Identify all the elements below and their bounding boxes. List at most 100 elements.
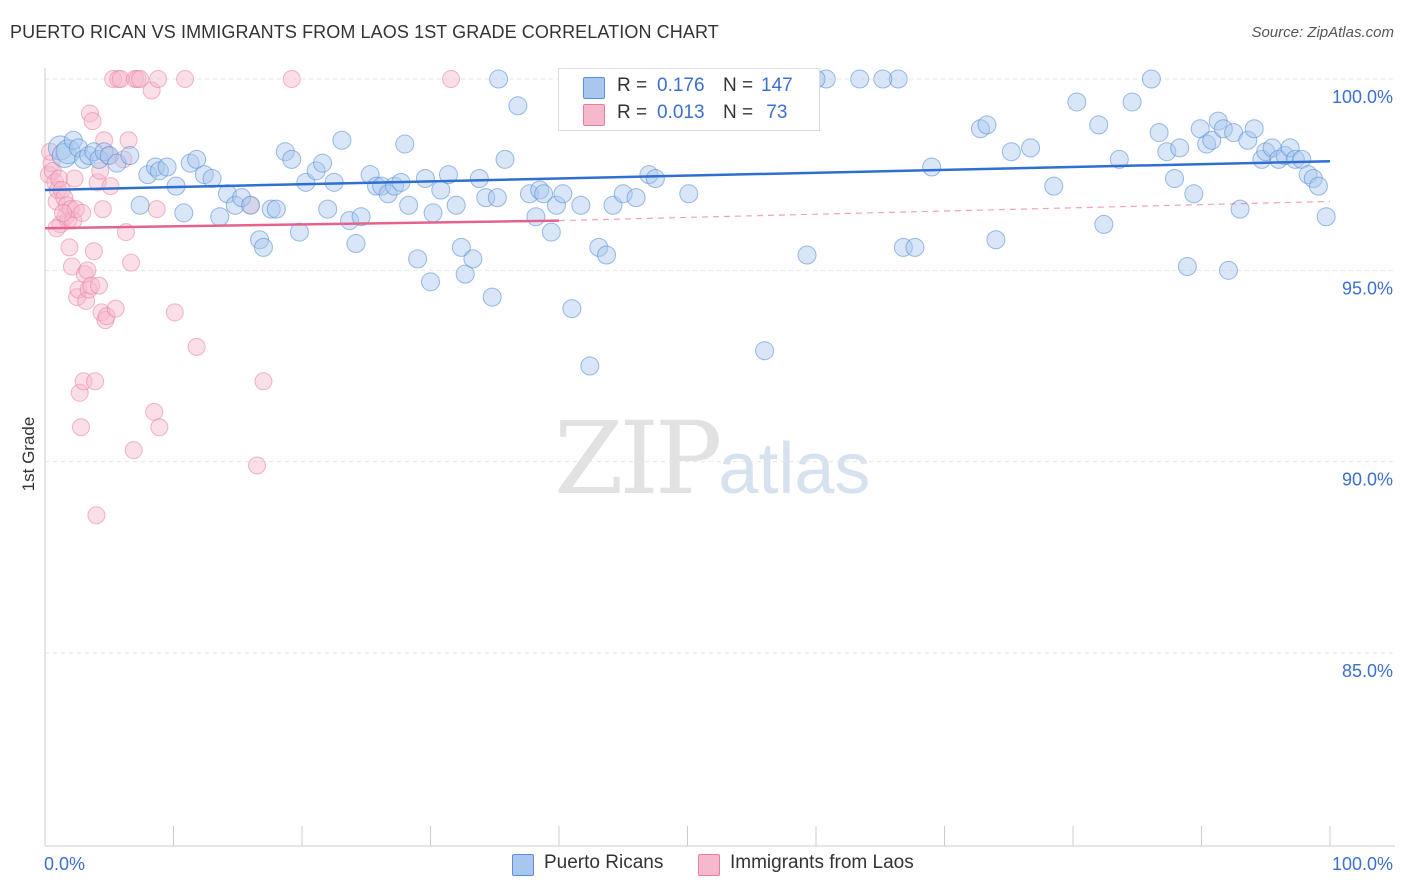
source-label[interactable]: Source: ZipAtlas.com (1251, 24, 1394, 41)
data-point (571, 195, 591, 215)
data-point (176, 70, 195, 88)
data-point (89, 276, 108, 295)
data-point (1165, 168, 1185, 188)
data-point (546, 195, 566, 215)
data-point (446, 195, 466, 215)
data-point (174, 203, 194, 223)
data-point (351, 207, 371, 227)
data-point (150, 418, 169, 437)
y-axis-label: 1st Grade (19, 417, 38, 492)
data-point (149, 70, 168, 88)
data-point (541, 222, 561, 242)
data-point (797, 245, 817, 265)
data-point (142, 81, 161, 100)
data-point (626, 188, 646, 208)
bottom-legend-puerto-ricans[interactable]: Puerto Ricans (512, 852, 682, 876)
data-point (261, 199, 281, 219)
correlation-legend: R = 0.176 N = 147 R = 0.013 N = 73 (558, 68, 820, 131)
data-point (306, 161, 326, 181)
data-point (679, 184, 699, 204)
data-point (187, 337, 206, 356)
trend-line-extension (558, 200, 1331, 222)
data-point (455, 264, 475, 284)
bottom-legend-label: Immigrants from Laos (730, 852, 914, 873)
data-point (1109, 149, 1129, 169)
data-point (378, 184, 398, 204)
data-point (122, 253, 141, 272)
x-tick-label: 0.0% (44, 854, 85, 874)
data-point (613, 184, 633, 204)
data-point (1197, 134, 1217, 154)
bottom-legend-swatch-pink (698, 854, 720, 876)
legend-swatch-pink (583, 104, 605, 126)
data-point (922, 157, 942, 177)
bottom-legend-label: Puerto Ricans (544, 852, 664, 873)
data-point (438, 165, 458, 185)
data-point (1089, 115, 1109, 135)
bottom-legend-immigrants-from-laos[interactable]: Immigrants from Laos (698, 852, 938, 876)
data-point (313, 153, 333, 173)
data-point (508, 96, 528, 116)
legend-r-value: 0.013 (657, 102, 705, 123)
data-point (580, 356, 600, 376)
data-point (395, 134, 415, 154)
data-point (589, 237, 609, 257)
data-point (202, 168, 222, 188)
data-point (893, 237, 913, 257)
data-point (99, 146, 119, 166)
data-point (131, 70, 150, 88)
data-point (68, 138, 88, 158)
data-point (94, 142, 114, 162)
data-point (87, 506, 106, 525)
data-point (41, 142, 60, 161)
tick-labels: 85.0% 90.0% 95.0% 100.0% 0.0% 100.0% (44, 87, 1393, 874)
data-point (124, 441, 143, 460)
data-point (318, 199, 338, 219)
x-tick-label: 100.0% (1332, 854, 1393, 874)
data-point (476, 188, 496, 208)
data-point (71, 418, 90, 437)
data-point (78, 261, 97, 280)
data-point (1218, 260, 1238, 280)
data-point (415, 168, 435, 188)
watermark-zip: ZIP (554, 400, 722, 517)
data-point (254, 372, 273, 391)
bottom-legend-swatch-blue (512, 854, 534, 876)
data-point (1122, 92, 1142, 112)
data-point (553, 184, 573, 204)
y-tick-label: 95.0% (1342, 278, 1393, 298)
data-point (79, 146, 99, 166)
data-point (1244, 119, 1264, 139)
data-point (104, 70, 123, 88)
data-point (275, 142, 295, 162)
legend-n-label: N = (723, 75, 759, 96)
zipatlas-watermark: ZIPatlas (554, 400, 870, 517)
data-point (83, 112, 102, 131)
data-point (106, 299, 125, 318)
data-point (1094, 214, 1114, 234)
data-point (850, 69, 870, 89)
chart-title: PUERTO RICAN VS IMMIGRANTS FROM LAOS 1ST… (10, 22, 719, 42)
data-point (482, 287, 502, 307)
data-point (442, 70, 461, 88)
data-point (1001, 142, 1021, 162)
data-point (519, 184, 539, 204)
trend-line-puerto-ricans (44, 160, 1331, 192)
legend-r-label: R = (617, 102, 653, 123)
data-point (130, 195, 150, 215)
data-point (597, 245, 617, 265)
data-point (43, 161, 62, 180)
data-point (119, 131, 138, 150)
data-point (1308, 176, 1328, 196)
data-point (1238, 130, 1258, 150)
data-point (84, 242, 103, 261)
data-point (562, 299, 582, 319)
y-tick-label: 85.0% (1342, 661, 1393, 681)
data-point (905, 237, 925, 257)
data-point (65, 169, 84, 188)
data-point (1316, 207, 1336, 227)
trend-lines (44, 160, 1331, 230)
data-point (101, 177, 120, 196)
legend-r-label: R = (617, 75, 653, 96)
